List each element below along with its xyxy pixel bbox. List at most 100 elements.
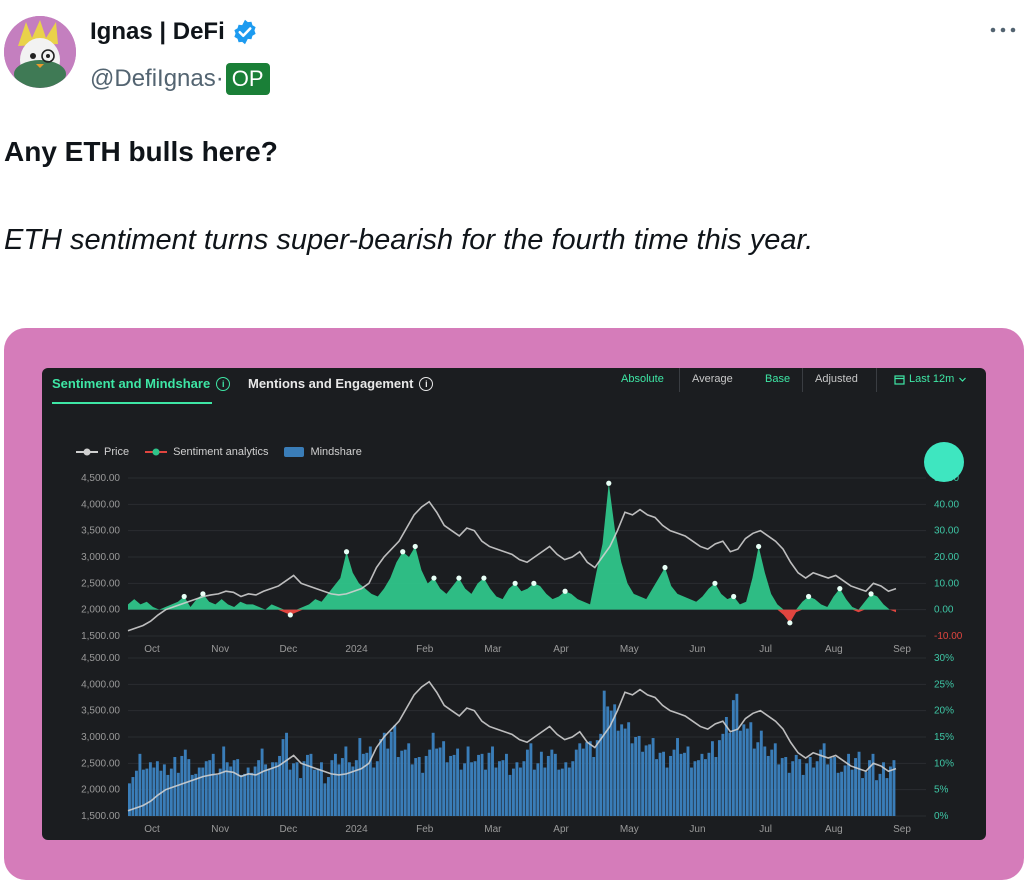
x-axis-tick-label: Nov [211, 644, 229, 655]
mindshare-bar [487, 752, 491, 816]
mindshare-bar [655, 759, 659, 816]
active-tab-underline [52, 402, 212, 404]
mindshare-bar [372, 767, 376, 816]
mindshare-bar [508, 774, 512, 816]
mindshare-bar [438, 747, 442, 816]
left-axis-tick-label: 3,000.00 [81, 552, 120, 563]
mindshare-bar [847, 753, 851, 816]
right-axis-tick-label: 5% [934, 785, 949, 796]
toggle-adjusted[interactable]: Adjusted [815, 373, 858, 385]
tab-mentions-engagement[interactable]: Mentions and Engagement i [248, 376, 434, 391]
mindshare-bar [798, 759, 802, 816]
floating-action-button[interactable] [924, 442, 964, 482]
avatar[interactable] [4, 16, 76, 88]
toggle-absolute[interactable]: Absolute [621, 373, 664, 385]
mindshare-bar [470, 762, 473, 816]
mindshare-bar [773, 743, 777, 816]
tab-mentions-engagement-label: Mentions and Engagement [248, 376, 414, 391]
mindshare-bar [560, 768, 564, 816]
avatar-image [4, 16, 76, 88]
mindshare-bar [257, 760, 261, 816]
mindshare-bar [292, 763, 295, 816]
right-axis-tick-label: 0.00 [934, 605, 954, 616]
mindshare-bar [400, 750, 404, 816]
mindshare-bar [351, 766, 355, 816]
period-label: Last 12m [909, 373, 955, 385]
mindshare-bar [651, 738, 655, 816]
period-selector[interactable]: Last 12m [894, 373, 967, 385]
mindshare-bar [180, 755, 184, 816]
mindshare-bar [777, 764, 781, 816]
author-handle[interactable]: @DefiIgnas [90, 65, 216, 92]
mindshare-bar [714, 757, 718, 816]
price-legend-swatch [76, 448, 98, 456]
author-name[interactable]: Ignas | DeFi [90, 18, 259, 46]
toggle-base[interactable]: Base [765, 373, 791, 385]
right-axis-tick-label: 30% [934, 653, 954, 664]
mindshare-bar [407, 743, 411, 816]
right-axis-tick-label: 25% [934, 679, 954, 690]
mindshare-bar [424, 755, 428, 816]
mindshare-bar [770, 749, 774, 816]
mindshare-bar [766, 755, 770, 816]
charts-canvas: 4,500.0050.004,000.0040.003,500.0030.003… [81, 473, 963, 835]
x-axis-tick-label: May [620, 824, 639, 835]
mindshare-bar [274, 762, 278, 816]
mindshare-bar [662, 751, 665, 816]
mindshare-bar [302, 761, 306, 816]
mindshare-bar [452, 754, 456, 816]
mindshare-bar [337, 764, 341, 816]
mindshare-bar [309, 753, 313, 816]
mindshare-bar [683, 752, 686, 816]
x-axis-tick-label: 2024 [345, 824, 368, 835]
mindshare-bar [250, 772, 254, 816]
toggle-average[interactable]: Average [692, 373, 733, 385]
mindshare-bar [613, 704, 617, 816]
mindshare-bar [623, 728, 627, 816]
mindshare-bar [505, 753, 508, 816]
right-axis-tick-label: 20.00 [934, 552, 959, 563]
sentiment-peak-marker [712, 580, 718, 586]
mindshare-bar [571, 761, 575, 816]
sentiment-legend-swatch [145, 448, 168, 456]
mindshare-bar [477, 754, 480, 816]
mindshare-bar [697, 760, 700, 816]
mindshare-bar [641, 751, 645, 816]
mindshare-bar [449, 755, 453, 816]
mindshare-bar [518, 767, 522, 816]
mindshare-bar [222, 746, 226, 816]
mindshare-bar [634, 737, 638, 816]
legend-item-mindshare[interactable]: Mindshare [284, 446, 362, 458]
left-axis-tick-label: 3,500.00 [81, 526, 120, 537]
mindshare-legend-swatch [284, 447, 305, 457]
mindshare-bar [889, 766, 892, 816]
mindshare-bar [155, 761, 159, 816]
mindshare-bar [501, 760, 505, 816]
mindshare-bar [616, 730, 620, 816]
legend-item-sentiment[interactable]: Sentiment analytics [145, 446, 268, 458]
left-axis-tick-label: 3,000.00 [81, 732, 120, 743]
mindshare-bar [386, 748, 390, 816]
mindshare-bar [215, 774, 219, 816]
chart-legend: Price Sentiment analytics Mindshare [76, 446, 362, 458]
mindshare-bar [361, 753, 365, 816]
left-axis-tick-label: 1,500.00 [81, 631, 120, 642]
price-line-series [127, 680, 897, 812]
legend-item-price[interactable]: Price [76, 446, 129, 458]
mindshare-bar [564, 762, 568, 816]
more-options-icon[interactable] [988, 20, 1018, 40]
mindshare-bar [264, 764, 268, 816]
mindshare-bar [382, 732, 386, 816]
tab-sentiment-mindshare[interactable]: Sentiment and Mindshare i [52, 376, 231, 391]
mindshare-bar [794, 754, 798, 816]
right-axis-tick-label: -10.00 [934, 631, 963, 642]
mindshare-bar [826, 764, 830, 816]
mindshare-bar [145, 768, 149, 816]
mindshare-bar [864, 771, 868, 816]
mindshare-bar [829, 758, 833, 816]
x-axis-tick-label: Feb [416, 644, 434, 655]
mindshare-bar [138, 753, 142, 816]
left-axis-tick-label: 3,500.00 [81, 706, 120, 717]
price-line-series [127, 500, 897, 632]
mindshare-bar [358, 738, 362, 816]
